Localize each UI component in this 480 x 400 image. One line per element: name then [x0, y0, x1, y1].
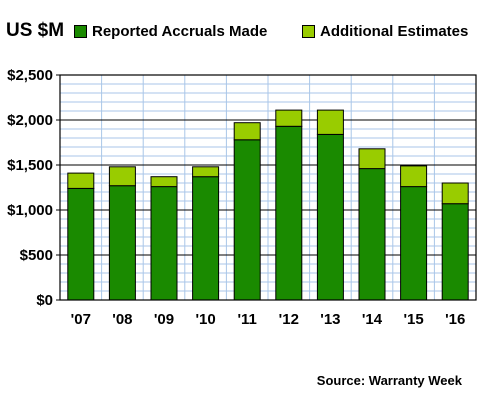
legend-label-reported: Reported Accruals Made: [92, 23, 268, 40]
y-tick-label: $2,500: [7, 67, 53, 84]
legend-item-reported: Reported Accruals Made: [74, 23, 267, 40]
x-tick-label: '11: [237, 311, 256, 328]
x-tick-label: '15: [403, 311, 423, 328]
x-tick-label: '14: [362, 311, 383, 328]
bar-reported-accruals: [358, 168, 386, 301]
unit-label: US $M: [6, 20, 65, 41]
legend-swatch-additional: [302, 25, 315, 38]
bar-additional-estimates: [275, 109, 303, 127]
y-tick-label: $1,000: [7, 202, 53, 219]
x-tick-label: '07: [71, 311, 91, 328]
bar-additional-estimates: [67, 172, 95, 189]
bar-additional-estimates: [316, 109, 344, 135]
bar-additional-estimates: [358, 148, 386, 170]
bar-reported-accruals: [316, 133, 344, 301]
x-tick-label: '13: [320, 311, 340, 328]
bar-reported-accruals: [67, 187, 95, 301]
bar-reported-accruals: [275, 125, 303, 301]
x-tick-label: '12: [279, 311, 299, 328]
bar-additional-estimates: [192, 166, 220, 178]
bar-additional-estimates: [400, 165, 428, 188]
bar-additional-estimates: [441, 182, 469, 205]
y-tick-label: $500: [20, 247, 53, 264]
bar-reported-accruals: [192, 176, 220, 301]
plot-frame: [59, 74, 477, 301]
legend-item-additional: Additional Estimates: [302, 23, 468, 40]
y-tick-label: $0: [36, 292, 53, 309]
bar-additional-estimates: [108, 166, 136, 187]
source-note: Source: Warranty Week: [316, 373, 462, 388]
legend-swatch-reported: [74, 25, 87, 38]
bar-additional-estimates: [233, 122, 261, 141]
y-tick-label: $2,000: [7, 112, 53, 129]
bar-reported-accruals: [150, 186, 178, 301]
legend-label-additional: Additional Estimates: [320, 23, 469, 40]
x-tick-label: '16: [445, 311, 465, 328]
x-tick-label: '08: [112, 311, 132, 328]
bar-reported-accruals: [233, 139, 261, 301]
bar-additional-estimates: [150, 176, 178, 188]
x-tick-label: '10: [195, 311, 215, 328]
bar-reported-accruals: [441, 203, 469, 301]
bar-reported-accruals: [400, 186, 428, 301]
y-tick-label: $1,500: [7, 157, 53, 174]
x-tick-label: '09: [154, 311, 174, 328]
bar-reported-accruals: [108, 185, 136, 301]
